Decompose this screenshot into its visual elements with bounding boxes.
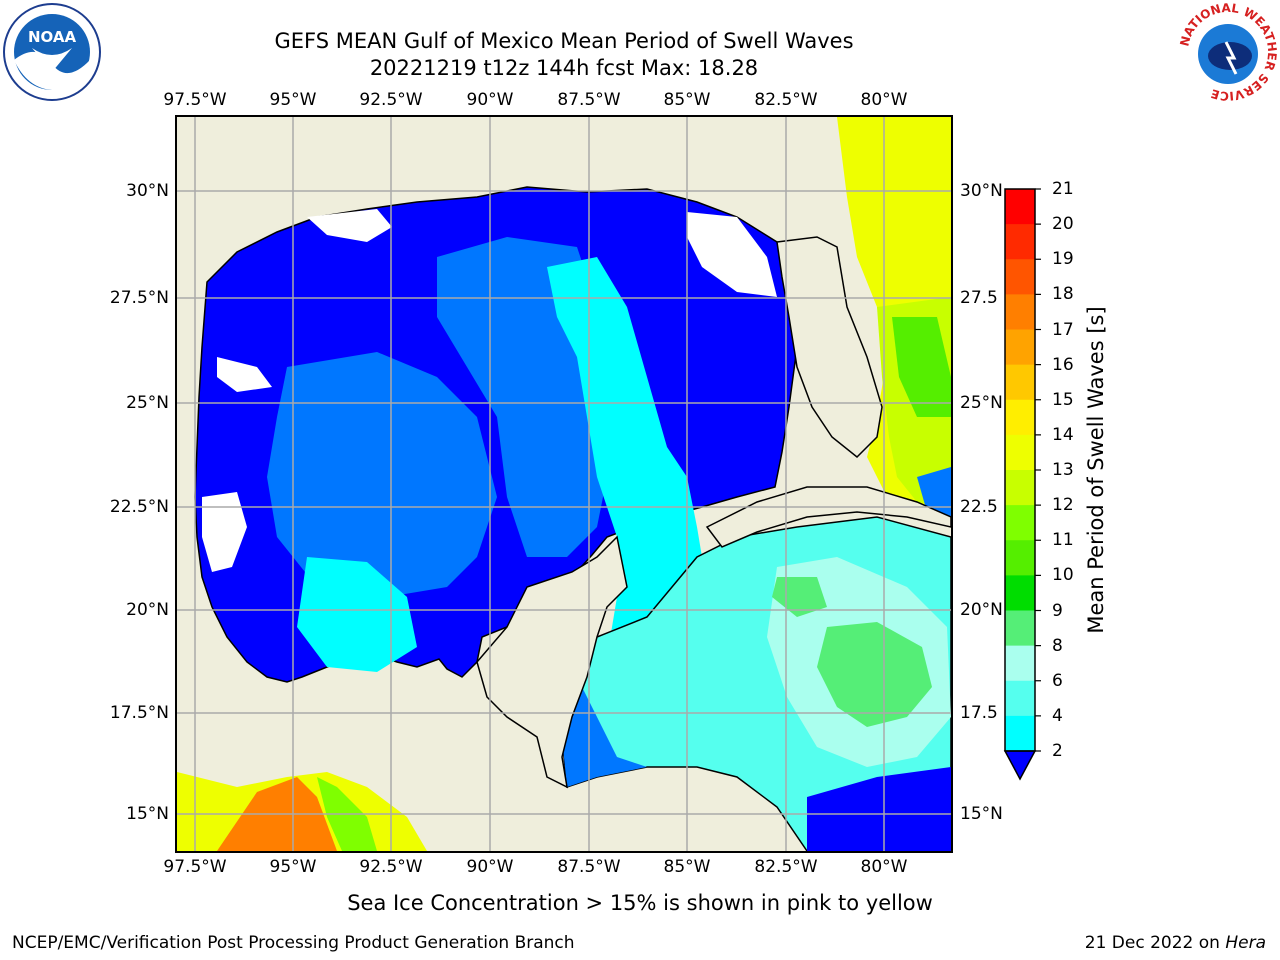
no-data-patch: [307, 209, 392, 242]
lon-tick-top: 97.5°W: [163, 90, 227, 110]
colorbar-segment: [1005, 715, 1035, 752]
lat-tick-right: 30°N: [960, 181, 1003, 201]
colorbar-tick-label: 19: [1052, 249, 1074, 270]
colorbar-tick-label: 11: [1052, 530, 1074, 551]
footer-host: Hera: [1225, 933, 1266, 953]
swell-band-2-4: [562, 677, 647, 787]
lat-tick-right: 17.5: [960, 703, 998, 723]
swell-band-4-6: [297, 557, 417, 672]
lon-tick-bottom: 80°W: [860, 857, 908, 877]
lon-tick-top: 85°W: [663, 90, 711, 110]
colorbar-segment: [1005, 364, 1035, 401]
colorbar-segment: [1005, 329, 1035, 366]
colorbar-tick-label: 9: [1052, 600, 1063, 621]
swell-band-2-4: [917, 467, 951, 517]
florida-peninsula: [776, 236, 883, 459]
noaa-logo: NOAA: [3, 3, 101, 101]
colorbar-tick-label: 2: [1052, 741, 1063, 761]
colorbar-segment: [1005, 434, 1035, 471]
colorbar-segment: [1005, 294, 1035, 330]
sea-ice-note: Sea Ice Concentration > 15% is shown in …: [347, 891, 933, 915]
lat-tick-right: 20°N: [960, 600, 1003, 620]
cuba-island: [705, 486, 951, 548]
colorbar-segment: [1005, 259, 1035, 295]
colorbar-segment: [1005, 540, 1035, 576]
colorbar-title: Mean Period of Swell Waves [s]: [1084, 306, 1108, 634]
colorbar: [1003, 188, 1041, 781]
colorbar-segment: [1005, 224, 1035, 260]
colorbar-tick-label: 16: [1052, 354, 1074, 375]
lat-tick-left: 17.5°N: [109, 703, 169, 723]
colorbar-segment: [1005, 575, 1035, 611]
footer-credit: NCEP/EMC/Verification Post Processing Pr…: [12, 933, 575, 953]
map-subtitle: 20221219 t12z 144h fcst Max: 18.28: [369, 56, 759, 80]
lon-tick-bottom: 92.5°W: [359, 857, 423, 877]
colorbar-tick-label: 18: [1052, 284, 1074, 305]
svg-text:NOAA: NOAA: [28, 28, 77, 46]
graticule: [177, 117, 951, 851]
lat-tick-left: 20°N: [126, 600, 169, 620]
colorbar-extend-triangle: [1003, 750, 1037, 781]
lon-tick-top: 92.5°W: [359, 90, 423, 110]
footer-date-text: 21 Dec 2022 on: [1084, 933, 1226, 953]
lon-tick-top: 87.5°W: [557, 90, 621, 110]
lat-tick-left: 27.5°N: [109, 288, 169, 308]
colorbar-segment: [1005, 189, 1035, 225]
lon-tick-top: 80°W: [860, 90, 908, 110]
map-canvas: [177, 117, 951, 851]
no-data-patch: [217, 357, 272, 392]
colorbar-tick-label: 13: [1052, 460, 1074, 480]
lon-tick-bottom: 87.5°W: [557, 857, 621, 877]
colorbar-segment: [1005, 610, 1035, 647]
colorbar-tick-label: 14: [1052, 424, 1074, 445]
colorbar-tick-label: 15: [1052, 389, 1074, 410]
lat-tick-right: 27.5: [960, 288, 998, 308]
no-data-patch: [687, 212, 777, 297]
lat-tick-right: 22.5: [960, 497, 998, 517]
lat-tick-left: 15°N: [126, 804, 169, 824]
colorbar-segment: [1005, 399, 1035, 436]
lat-tick-left: 25°N: [126, 393, 169, 413]
lon-tick-top: 82.5°W: [754, 90, 818, 110]
nws-logo: NATIONAL WEATHER SERVICE: [1178, 2, 1278, 102]
lat-tick-right: 25°N: [960, 393, 1003, 413]
colorbar-tick-label: 17: [1052, 319, 1074, 340]
swell-band-11-12: [892, 317, 951, 417]
swell-band-2-4: [267, 352, 497, 597]
swell-band-2: [807, 767, 951, 851]
lon-tick-bottom: 85°W: [663, 857, 711, 877]
colorbar-tick-label: 6: [1052, 670, 1063, 691]
colorbar-segment: [1005, 505, 1035, 541]
colorbar-segment: [1005, 645, 1035, 682]
swell-band-9-10: [817, 622, 932, 727]
lon-tick-bottom: 97.5°W: [163, 857, 227, 877]
no-data-patch: [202, 492, 247, 572]
lon-tick-bottom: 95°W: [269, 857, 317, 877]
colorbar-tick-label: 12: [1052, 495, 1074, 516]
lat-tick-right: 15°N: [960, 804, 1003, 824]
lon-tick-bottom: 82.5°W: [754, 857, 818, 877]
lat-tick-left: 22.5°N: [109, 497, 169, 517]
lat-tick-left: 30°N: [126, 181, 169, 201]
colorbar-tick-label: 20: [1052, 214, 1074, 235]
colorbar-segment: [1005, 680, 1035, 717]
map-title: GEFS MEAN Gulf of Mexico Mean Period of …: [274, 29, 854, 53]
lon-tick-top: 95°W: [269, 90, 317, 110]
colorbar-segment: [1005, 470, 1035, 506]
lon-tick-top: 90°W: [466, 90, 514, 110]
colorbar-tick-label: 8: [1052, 635, 1063, 656]
colorbar-tick-label: 21: [1052, 179, 1074, 199]
footer-date: 21 Dec 2022 on Hera: [1085, 933, 1266, 953]
colorbar-tick-label: 4: [1052, 705, 1063, 726]
map-panel: [175, 115, 953, 853]
lon-tick-bottom: 90°W: [466, 857, 514, 877]
colorbar-tick-label: 10: [1052, 565, 1074, 586]
